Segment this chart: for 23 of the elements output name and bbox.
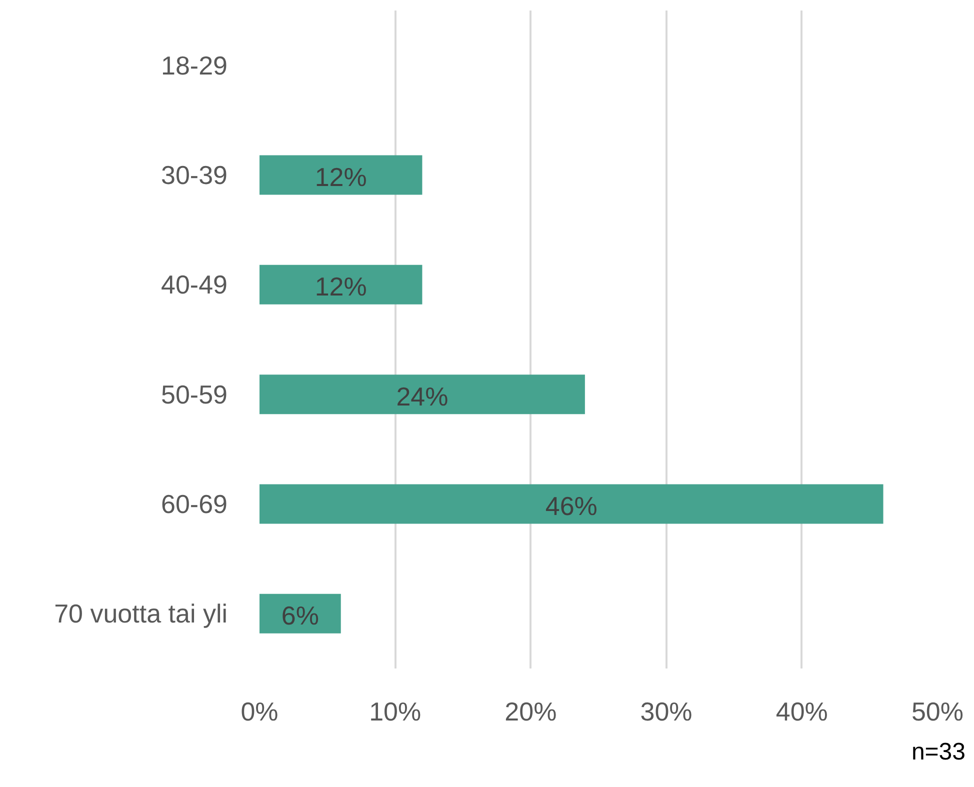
x-tick-label: 30% <box>640 696 692 726</box>
data-label: 24% <box>396 381 448 412</box>
y-tick-label: 30-39 <box>161 160 228 190</box>
bar <box>260 155 422 195</box>
bar <box>260 374 585 414</box>
y-tick-label: 60-69 <box>161 489 228 519</box>
bar <box>260 594 341 634</box>
x-tick-label: 50% <box>911 696 964 726</box>
data-label: 6% <box>281 600 319 631</box>
y-tick-label: 50-59 <box>161 379 228 410</box>
text: n=33 <box>911 738 966 766</box>
x-tick-label: 40% <box>776 696 828 726</box>
x-tick-label: 20% <box>504 696 557 726</box>
y-tick-label: 70 vuotta tai yli <box>54 598 228 629</box>
bar <box>260 484 884 524</box>
x-tick-label: 10% <box>369 696 422 726</box>
data-label: 12% <box>314 272 367 302</box>
data-label: 46% <box>545 491 598 521</box>
data-label: 12% <box>314 162 367 192</box>
x-tick-label: 0% <box>240 696 278 726</box>
bar <box>260 264 422 304</box>
y-tick-label: 40-49 <box>161 270 228 300</box>
y-tick-label: 18-29 <box>161 50 228 80</box>
